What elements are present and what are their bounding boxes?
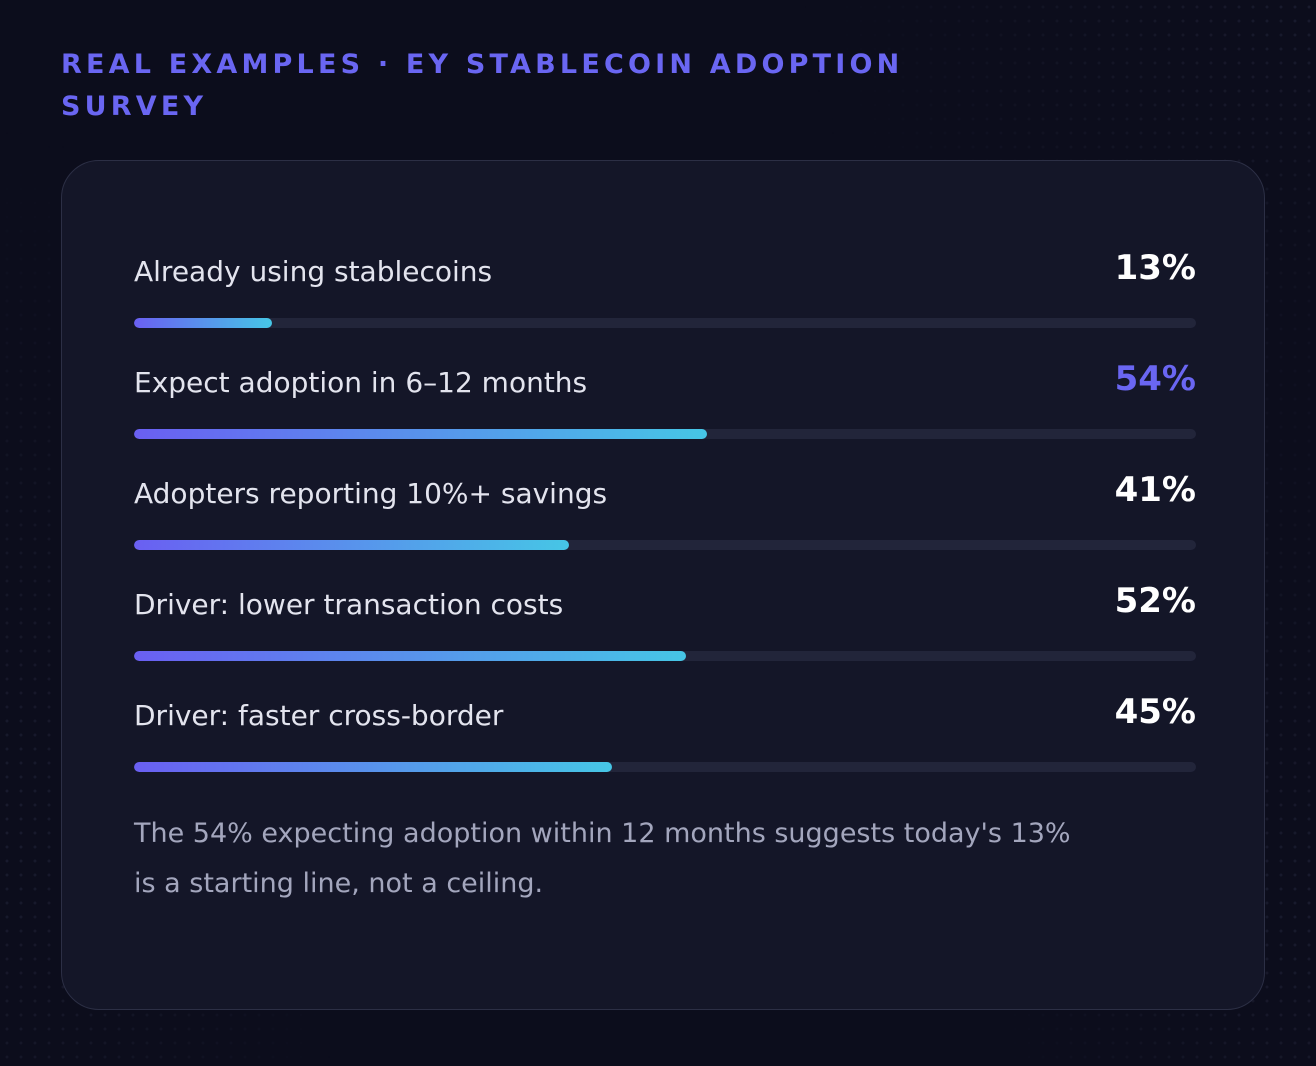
bar-row: Expect adoption in 6–12 months 54% [134,272,1196,439]
bar-row: Adopters reporting 10%+ savings 41% [134,383,1196,550]
survey-card: Already using stablecoins 13% Expect adopt… [61,160,1265,1010]
bar-row: Driver: lower transaction costs 52% [134,494,1196,661]
bar-value-label: 54% [1114,359,1196,399]
bar-label: Adopters reporting 10%+ savings [134,477,608,510]
bar-track [134,429,1196,439]
bar-row: Already using stablecoins 13% [134,161,1196,328]
bar-label: Expect adoption in 6–12 months [134,366,588,399]
bar-row: Driver: faster cross-border 45% [134,605,1196,772]
bar-fill [134,429,708,439]
bar-fill [134,540,570,550]
bar-label: Driver: lower transaction costs [134,588,564,621]
bar-fill [134,318,273,328]
bar-track [134,318,1196,328]
bar-label: Already using stablecoins [134,255,493,288]
bar-label: Driver: faster cross-border [134,699,504,732]
bar-track [134,762,1196,772]
bar-value-label: 52% [1114,581,1196,621]
bar-value-label: 41% [1114,470,1196,510]
survey-note: The 54% expecting adoption within 12 mon… [134,818,1071,899]
section-eyebrow-title: REAL EXAMPLES · EY STABLECOIN ADOPTION S… [61,49,904,122]
bar-track [134,540,1196,550]
bar-value-label: 45% [1114,692,1196,732]
bar-track [134,651,1196,661]
bar-fill [134,762,612,772]
bar-fill [134,651,687,661]
bar-value-label: 13% [1114,248,1196,288]
